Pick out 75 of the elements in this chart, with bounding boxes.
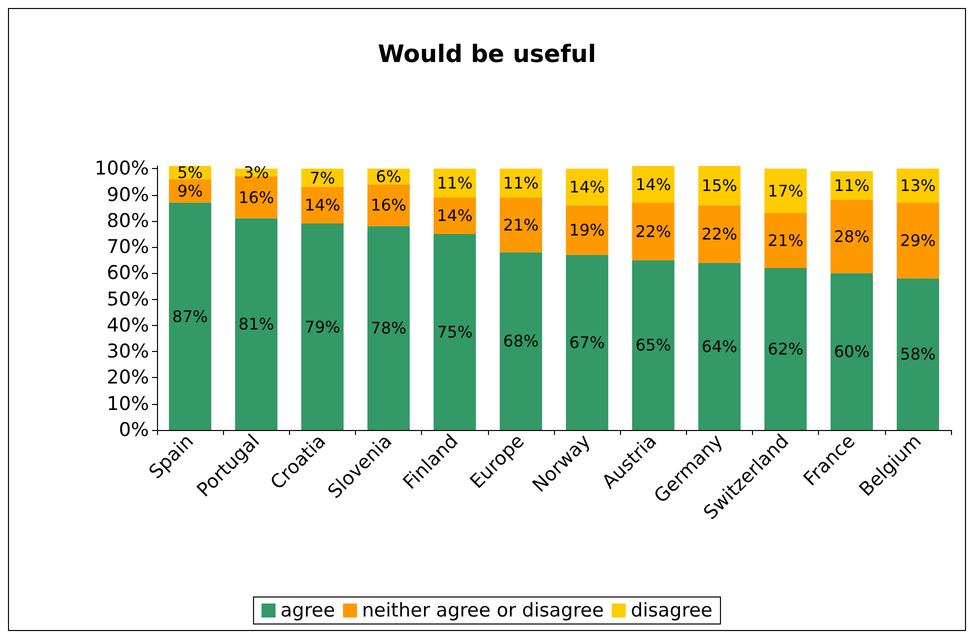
data-label: 17%	[768, 181, 804, 200]
y-tick-label: 40%	[106, 314, 149, 336]
data-label: 14%	[304, 196, 340, 215]
data-label: 3%	[244, 163, 269, 182]
y-tick-label: 50%	[106, 288, 149, 310]
y-tick-label: 90%	[106, 184, 149, 206]
data-label: 14%	[635, 174, 672, 194]
data-label: 13%	[900, 176, 936, 196]
data-label: 11%	[503, 173, 539, 192]
bar	[830, 200, 873, 274]
data-label: 64%	[702, 336, 738, 356]
data-label: 16%	[238, 188, 274, 207]
data-label: 14%	[569, 177, 605, 196]
chart-title: Would be useful	[378, 40, 596, 68]
bar	[566, 205, 608, 255]
data-label: 60%	[834, 342, 870, 362]
y-tick-label: 30%	[106, 340, 149, 363]
data-label: 11%	[436, 173, 473, 192]
y-tick-label: 70%	[106, 236, 149, 258]
legend-label: agree	[280, 600, 336, 622]
bar	[500, 252, 542, 430]
data-label: 62%	[768, 339, 804, 358]
data-label: 22%	[635, 222, 672, 241]
bar	[566, 254, 608, 430]
data-label: 19%	[569, 220, 605, 240]
bar	[168, 202, 212, 430]
bar	[301, 186, 344, 224]
data-label: 15%	[702, 176, 738, 196]
bar	[367, 184, 410, 226]
bar	[632, 202, 674, 260]
y-tick-label: 60%	[106, 262, 149, 284]
data-label: 75%	[436, 322, 473, 342]
data-label: 67%	[569, 332, 605, 352]
data-label: 9%	[177, 181, 203, 200]
data-label: 6%	[376, 166, 402, 186]
data-label: 28%	[834, 227, 870, 246]
y-tick-label: 100%	[94, 158, 149, 180]
data-label: 16%	[370, 196, 406, 215]
bar	[301, 224, 344, 430]
bar	[632, 260, 674, 430]
bar	[698, 262, 741, 430]
bar	[367, 226, 410, 430]
legend-label: neither agree or disagree	[362, 600, 604, 622]
data-label: 78%	[370, 318, 406, 338]
legend-label: disagree	[630, 600, 712, 622]
bar	[830, 273, 873, 430]
bar	[698, 166, 741, 206]
bar	[896, 278, 940, 430]
data-label: 22%	[702, 224, 738, 244]
data-label: 65%	[635, 336, 672, 355]
bar	[764, 213, 807, 268]
bar	[235, 218, 278, 430]
data-label: 29%	[900, 230, 936, 250]
bar	[896, 202, 940, 278]
data-label: 81%	[238, 314, 274, 334]
data-label: 14%	[436, 206, 473, 226]
bar	[500, 197, 542, 252]
bar	[764, 268, 807, 430]
data-label: 79%	[304, 317, 340, 336]
y-tick-label: 0%	[118, 419, 149, 441]
y-tick-label: 20%	[106, 366, 149, 389]
data-label: 87%	[172, 306, 208, 326]
data-label: 11%	[834, 176, 870, 196]
data-label: 5%	[177, 163, 203, 182]
data-label: 68%	[503, 332, 539, 351]
bar	[566, 168, 608, 206]
bar	[698, 205, 741, 263]
y-tick-label: 80%	[106, 210, 149, 232]
data-label: 58%	[900, 344, 936, 364]
bar	[434, 234, 476, 430]
data-label: 7%	[310, 168, 336, 188]
data-label: 21%	[768, 230, 804, 250]
data-label: 21%	[503, 215, 539, 234]
y-tick-label: 10%	[106, 392, 149, 415]
bar	[764, 168, 807, 214]
